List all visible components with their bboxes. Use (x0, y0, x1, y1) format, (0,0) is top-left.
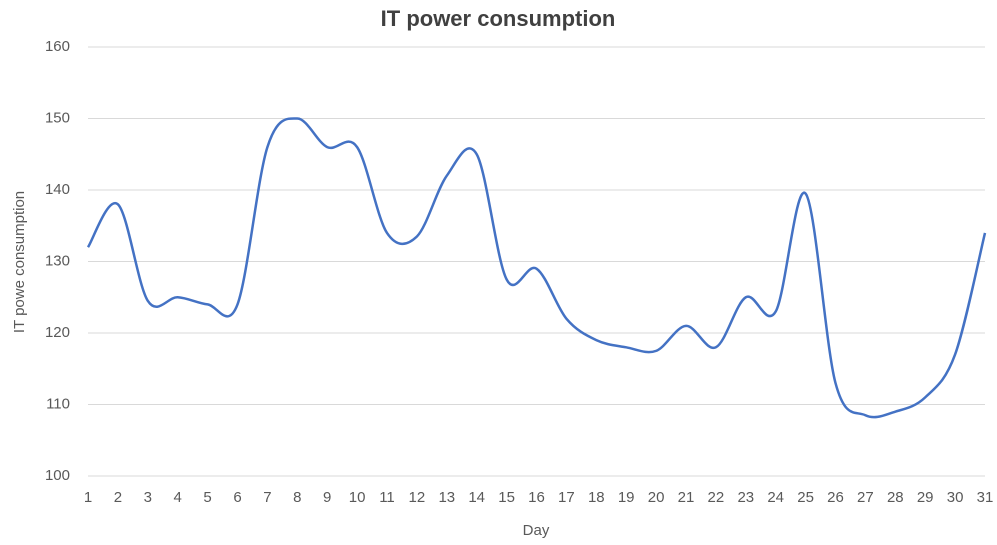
x-tick-label: 10 (349, 489, 366, 506)
x-tick-label: 14 (468, 489, 485, 506)
x-tick-label: 27 (857, 489, 874, 506)
y-tick-label: 110 (46, 395, 70, 412)
x-tick-label: 25 (797, 489, 814, 506)
y-tick-label: 150 (45, 109, 70, 126)
y-tick-label: 130 (45, 252, 70, 269)
x-tick-label: 8 (293, 489, 301, 506)
x-tick-label: 19 (618, 489, 635, 506)
x-tick-label: 23 (737, 489, 754, 506)
x-tick-label: 12 (409, 489, 426, 506)
x-tick-label: 13 (438, 489, 455, 506)
line (86, 117, 987, 419)
x-tick-label: 6 (233, 489, 241, 506)
x-tick-label: 2 (114, 489, 122, 506)
x-tick-label: 7 (263, 489, 271, 506)
y-tick-label: 120 (45, 324, 70, 341)
x-axis-title: Day (523, 522, 550, 539)
y-tick-label: 100 (45, 467, 70, 484)
y-tick-label: 160 (45, 38, 70, 55)
x-tick-label: 17 (558, 489, 575, 506)
x-tick-label: 4 (174, 489, 182, 506)
x-tick-label: 30 (947, 489, 964, 506)
x-tick-label: 16 (528, 489, 545, 506)
x-tick-label: 18 (588, 489, 605, 506)
x-tick-label: 24 (767, 489, 784, 506)
x-tick-label: 28 (887, 489, 904, 506)
y-tick-label: 140 (45, 181, 70, 198)
x-tick-label: 21 (678, 489, 695, 506)
x-tick-label: 11 (379, 489, 395, 506)
y-axis-title: IT powe consumption (11, 191, 28, 333)
x-tick-label: 9 (323, 489, 331, 506)
x-tick-label: 20 (648, 489, 665, 506)
x-tick-label: 22 (708, 489, 725, 506)
chart-title: IT power consumption (381, 6, 616, 31)
x-tick-label: 31 (977, 489, 994, 506)
x-tick-label: 5 (203, 489, 211, 506)
x-tick-label: 1 (84, 489, 92, 506)
x-tick-label: 15 (498, 489, 515, 506)
x-tick-label: 29 (917, 489, 934, 506)
x-tick-label: 26 (827, 489, 844, 506)
x-tick-label: 3 (144, 489, 152, 506)
